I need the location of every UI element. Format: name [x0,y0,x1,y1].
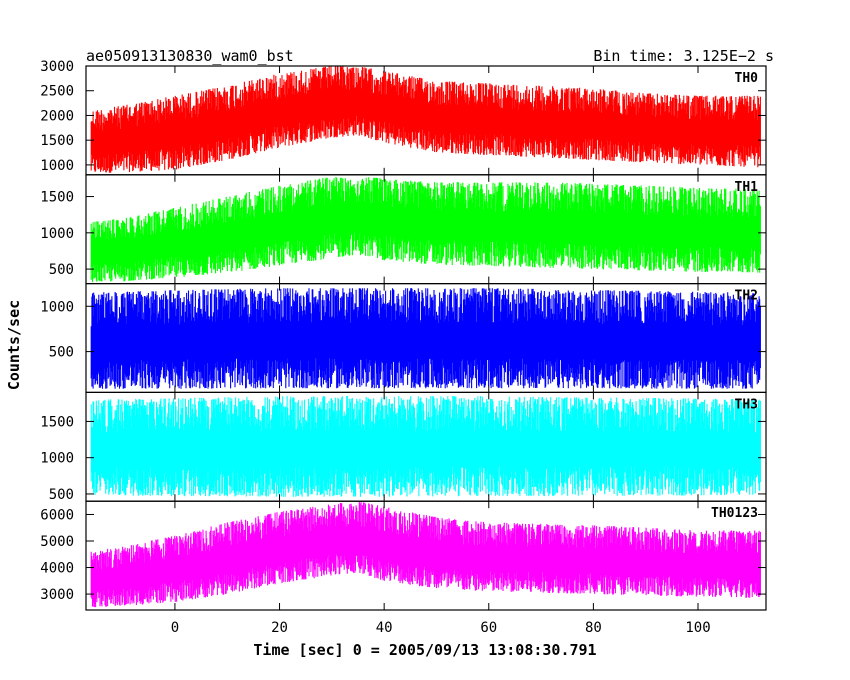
series-th0-trace [90,66,761,173]
y-tick-label: 1000 [40,299,74,315]
series-label-th2: TH2 [735,289,758,304]
y-tick-label: 5000 [40,534,74,550]
series-label-th0123: TH0123 [711,506,758,521]
panel-th0123: 3000 4000 5000 6000 TH0123 [40,500,767,611]
y-tick-label: 2000 [40,108,74,124]
y-tick-label: 1000 [40,158,74,174]
x-tick-label: 60 [480,620,497,636]
y-tick-label: 1500 [40,133,74,149]
panel-th3: 500 1000 1500 TH3 [40,391,767,503]
y-tick-label: 3000 [40,59,74,75]
bin-time-label: Bin time: 3.125E−2 s [593,47,774,65]
y-tick-label: 3000 [40,587,74,603]
series-th2-trace [90,288,761,389]
panel-th1: 500 1000 1500 TH1 [40,174,767,285]
x-tick-label: 0 [171,620,179,636]
y-tick-label: 4000 [40,561,74,577]
x-tick-label: 80 [585,620,602,636]
panel-th0: 1000 1500 2000 2500 3000 TH0 [40,59,767,176]
panel-frame [85,500,767,611]
x-tick-label: 20 [271,620,288,636]
y-tick-label: 1000 [40,451,74,467]
series-th3-trace [90,396,761,497]
x-tick-label: 100 [685,620,710,636]
series-th0123-trace [90,501,761,608]
y-tick-label: 2500 [40,84,74,100]
plot-title: ae050913130830_wam0_bst [86,47,294,65]
y-tick-label: 500 [49,345,74,361]
y-tick-label: 6000 [40,507,74,523]
x-axis-label: Time [sec] 0 = 2005/09/13 13:08:30.791 [253,641,596,659]
x-axis: 0 20 40 60 80 100 [171,620,711,636]
y-tick-label: 500 [49,262,74,278]
panel-th2: 500 1000 TH2 [40,283,767,394]
series-label-th1: TH1 [735,180,759,195]
y-axis-label: Counts/sec [5,300,23,390]
series-th1-trace [90,176,761,283]
y-tick-label: 1500 [40,414,74,430]
panels: 10001500200025003000TH050010001500TH1500… [40,59,767,611]
y-tick-label: 500 [49,487,74,503]
series-label-th0: TH0 [735,71,759,86]
y-tick-label: 1500 [40,190,74,206]
x-tick-label: 40 [376,620,393,636]
series-label-th3: TH3 [735,397,758,412]
y-tick-label: 1000 [40,226,74,242]
